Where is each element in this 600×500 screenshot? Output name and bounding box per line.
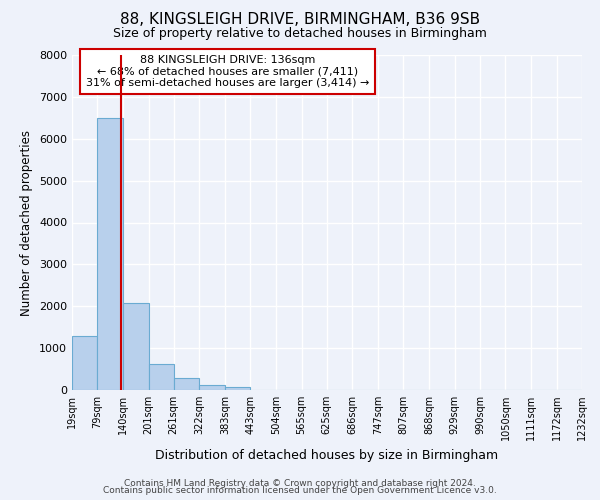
Text: Size of property relative to detached houses in Birmingham: Size of property relative to detached ho… — [113, 28, 487, 40]
Bar — [199, 384, 225, 390]
Bar — [225, 386, 250, 390]
Bar — [123, 303, 149, 390]
X-axis label: Distribution of detached houses by size in Birmingham: Distribution of detached houses by size … — [155, 448, 499, 462]
Bar — [72, 336, 97, 390]
Bar — [174, 378, 199, 390]
Text: Contains public sector information licensed under the Open Government Licence v3: Contains public sector information licen… — [103, 486, 497, 495]
Y-axis label: Number of detached properties: Number of detached properties — [20, 130, 34, 316]
Text: 88 KINGSLEIGH DRIVE: 136sqm
← 68% of detached houses are smaller (7,411)
31% of : 88 KINGSLEIGH DRIVE: 136sqm ← 68% of det… — [86, 55, 369, 88]
Text: 88, KINGSLEIGH DRIVE, BIRMINGHAM, B36 9SB: 88, KINGSLEIGH DRIVE, BIRMINGHAM, B36 9S… — [120, 12, 480, 28]
Bar — [149, 364, 174, 390]
Bar — [97, 118, 123, 390]
Text: Contains HM Land Registry data © Crown copyright and database right 2024.: Contains HM Land Registry data © Crown c… — [124, 478, 476, 488]
